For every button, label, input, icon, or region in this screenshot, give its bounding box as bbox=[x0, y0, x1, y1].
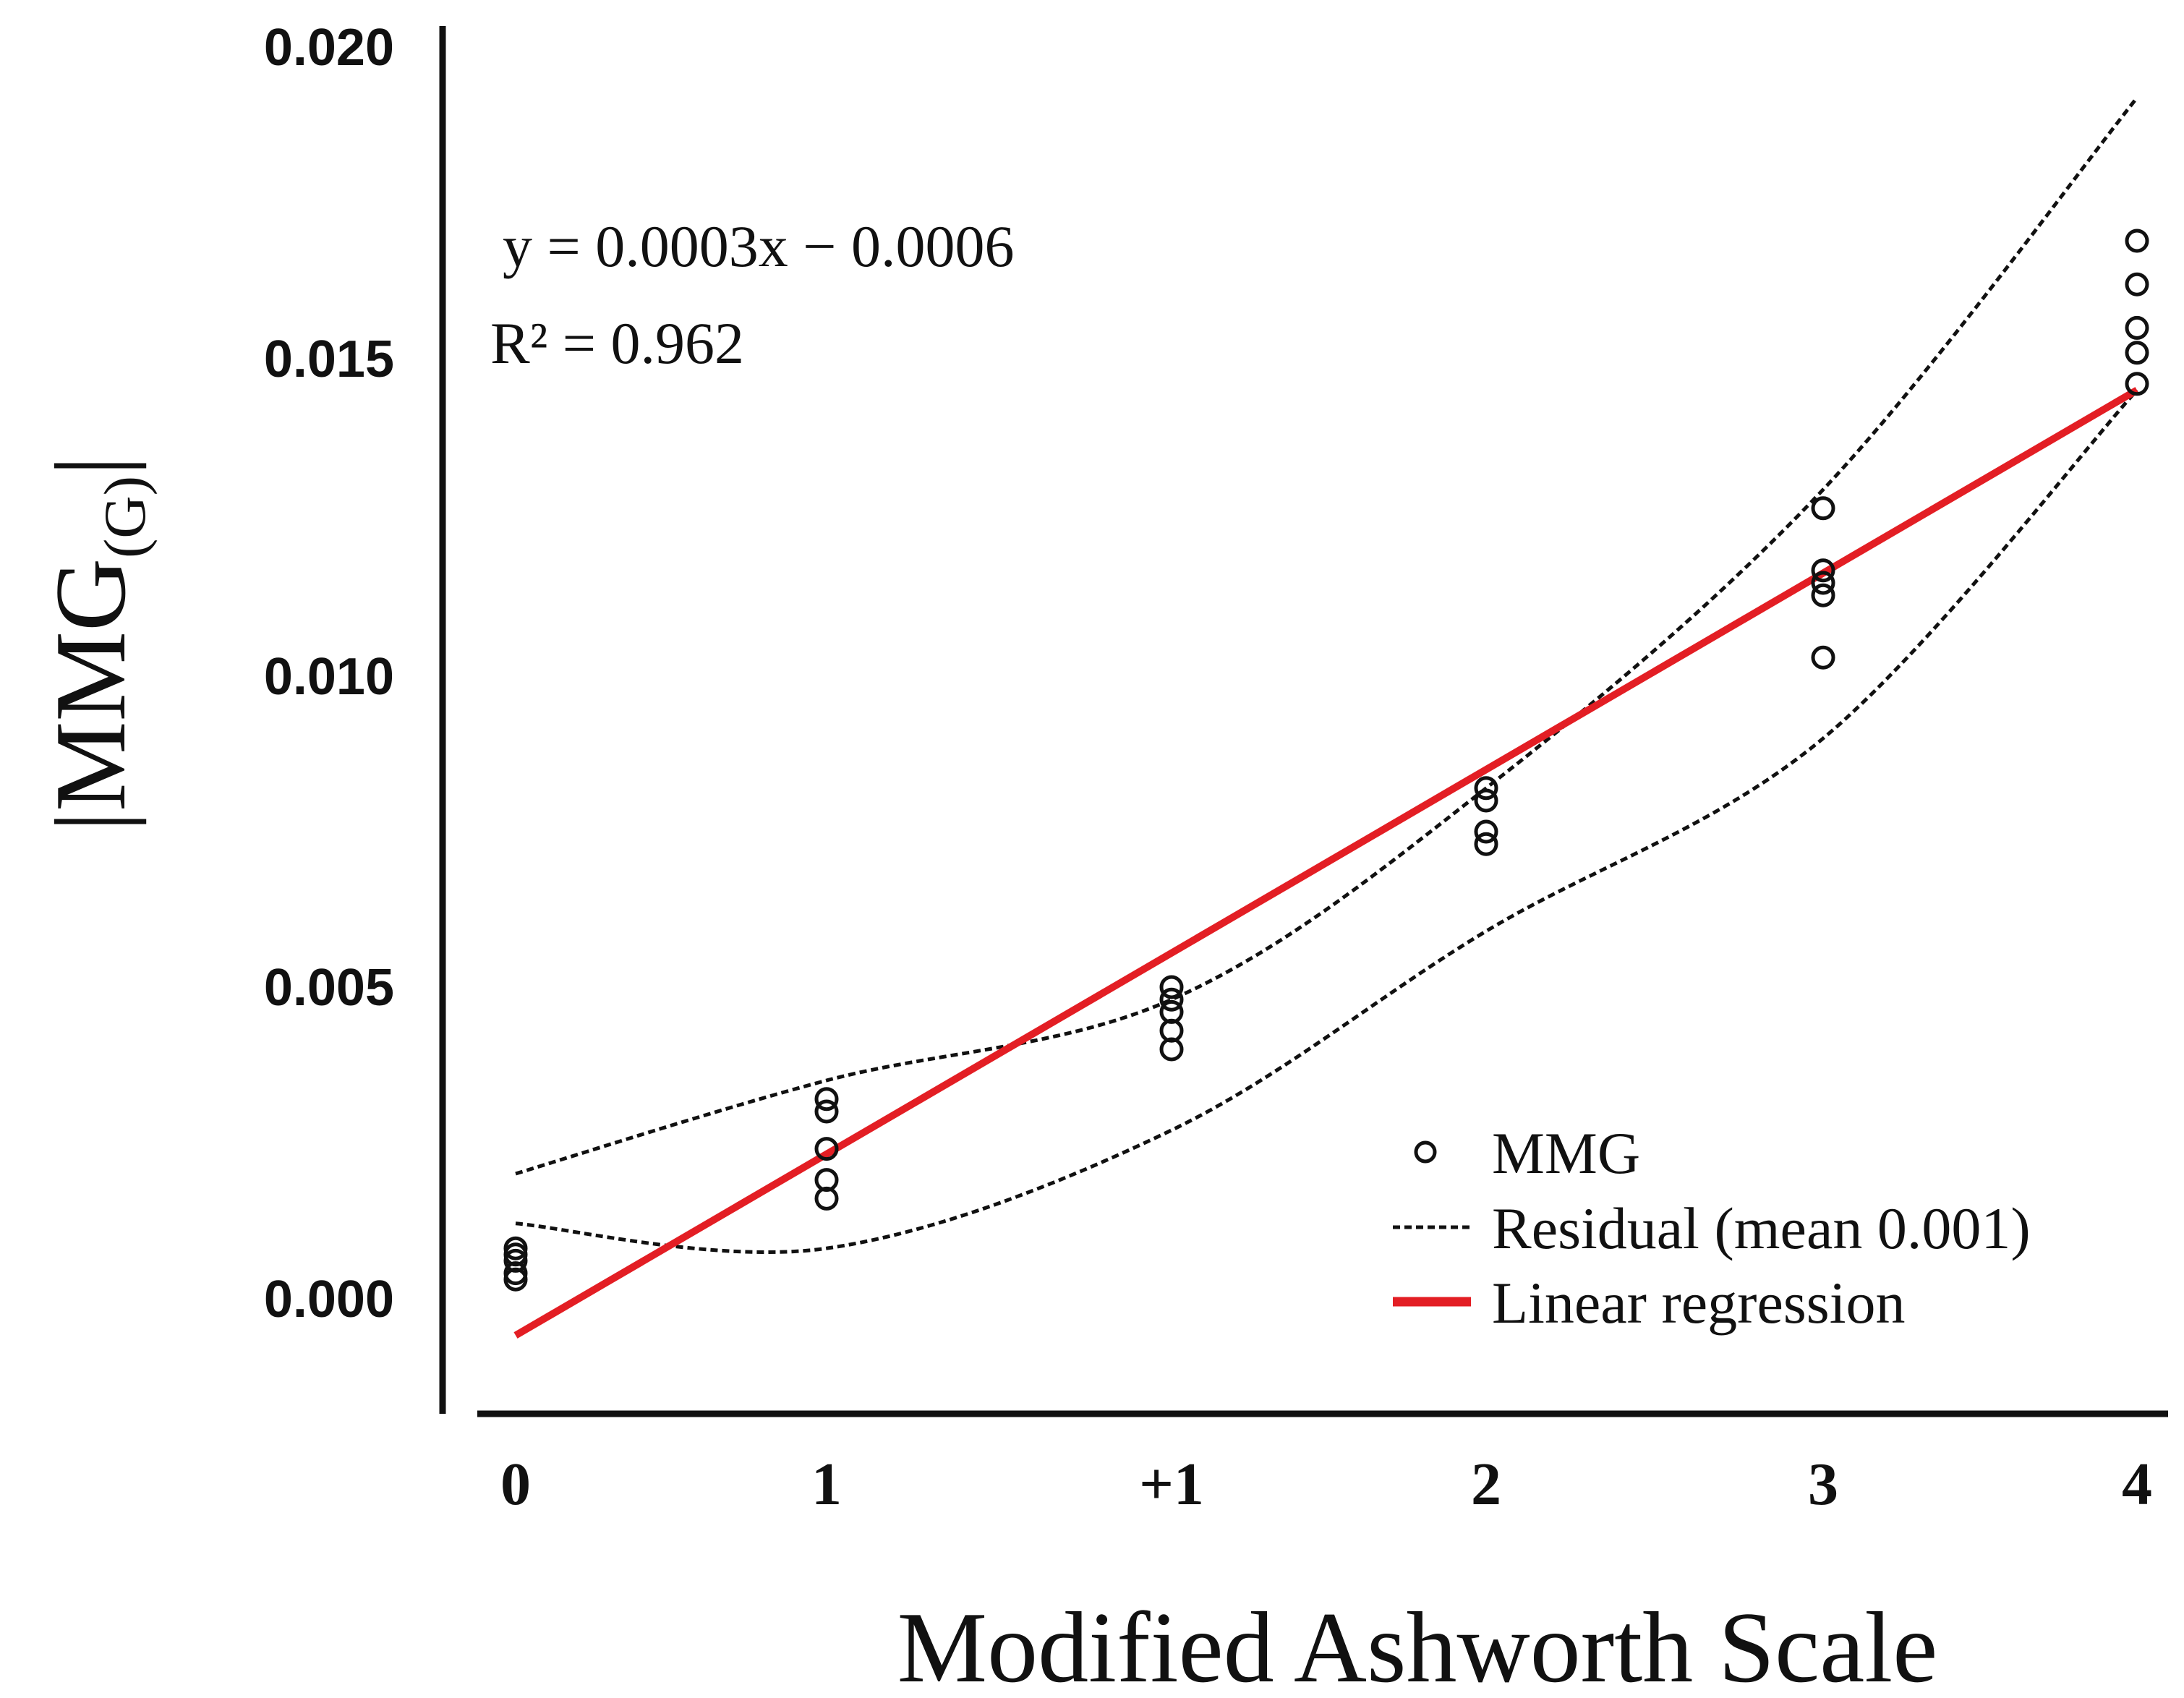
y-axis-title: |MMG(G)| bbox=[35, 456, 158, 832]
y-axis-bar-right: | bbox=[35, 456, 147, 476]
mmg-point bbox=[2125, 315, 2149, 340]
residual-upper-line bbox=[515, 96, 2138, 1176]
y-axis-bar-left: | bbox=[35, 811, 147, 832]
mmg-point bbox=[1811, 558, 1835, 583]
mmg-point bbox=[1474, 776, 1498, 801]
mmg-point bbox=[1159, 987, 1184, 1012]
y-tick-label: 0.005 bbox=[264, 959, 394, 1017]
x-tick-label: +1 bbox=[1139, 1451, 1204, 1518]
y-tick-label: 0.000 bbox=[264, 1271, 394, 1328]
mmg-point bbox=[2125, 272, 2149, 296]
regression-layer bbox=[513, 387, 2139, 1339]
x-tick-label: 3 bbox=[1808, 1451, 1838, 1518]
x-axis-title: Modified Ashworth Scale bbox=[897, 1592, 1938, 1698]
residual-lower-line bbox=[515, 388, 2138, 1254]
y-tick-label: 0.020 bbox=[264, 19, 394, 77]
legend-label-residual: Residual (mean 0.001) bbox=[1492, 1195, 2031, 1261]
mmg-point bbox=[814, 1186, 839, 1211]
legend-label-mmg: MMG bbox=[1492, 1120, 1640, 1186]
mmg-point bbox=[814, 1087, 839, 1112]
mmg-point bbox=[503, 1267, 528, 1292]
y-tick-label: 0.015 bbox=[264, 330, 394, 388]
x-tick-label: 4 bbox=[2122, 1451, 2152, 1518]
mmg-point bbox=[1474, 788, 1498, 813]
r-squared-label: R² = 0.962 bbox=[490, 310, 744, 376]
legend: MMG Residual (mean 0.001) Linear regress… bbox=[1393, 1120, 2031, 1336]
mmg-point bbox=[1811, 645, 1835, 670]
mmg-point bbox=[814, 1137, 839, 1161]
mmg-point bbox=[814, 1099, 839, 1124]
x-tick-label: 2 bbox=[1471, 1451, 1501, 1518]
mmg-point bbox=[1811, 496, 1835, 521]
regression-equation: y = 0.0003x − 0.0006 bbox=[503, 213, 1015, 279]
mmg-point bbox=[2125, 372, 2149, 396]
mmg-point bbox=[2125, 229, 2149, 253]
y-tick-label: 0.010 bbox=[264, 648, 394, 706]
regression-line bbox=[513, 387, 2139, 1339]
mmg-point bbox=[1811, 583, 1835, 607]
mmg-point bbox=[1159, 975, 1184, 999]
mmg-point bbox=[1474, 832, 1498, 856]
y-axis-subscript: (G) bbox=[92, 476, 158, 558]
legend-label-regression: Linear regression bbox=[1492, 1270, 1905, 1336]
x-tick-label: 0 bbox=[500, 1451, 531, 1518]
y-axis-main: MMG bbox=[35, 558, 147, 811]
y-tick-labels: 0.000 0.005 0.010 0.015 0.020 bbox=[264, 19, 394, 1328]
legend-marker-mmg bbox=[1414, 1140, 1437, 1164]
mmg-point bbox=[1811, 571, 1835, 595]
x-tick-label: 1 bbox=[811, 1451, 842, 1518]
mmg-point bbox=[2125, 341, 2149, 365]
residual-band bbox=[515, 96, 2138, 1254]
mmg-point bbox=[1159, 1037, 1184, 1062]
x-tick-labels: 0 1 +1 2 3 4 bbox=[500, 1451, 2152, 1518]
mmg-point bbox=[1474, 819, 1498, 844]
mmg-points bbox=[503, 229, 2149, 1292]
y-axis-title-text: |MMG(G)| bbox=[35, 456, 158, 832]
